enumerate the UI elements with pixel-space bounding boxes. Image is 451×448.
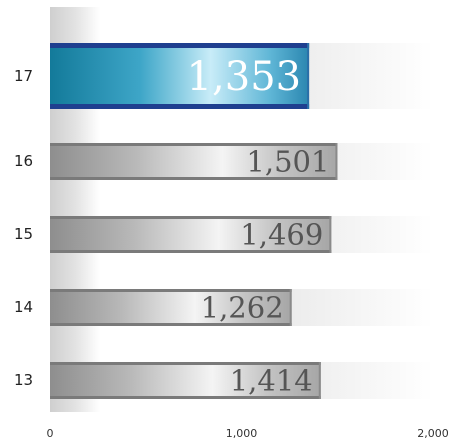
bar-edge-bottom: [50, 396, 321, 399]
x-tick-label: 0: [47, 427, 54, 440]
x-tick-label: 1,000: [226, 427, 258, 440]
bar-end-cap: [335, 143, 338, 180]
bar-end-cap: [289, 289, 292, 326]
bar-edge-bottom: [50, 250, 332, 253]
category-label: 17: [14, 67, 33, 85]
bar: [50, 216, 332, 253]
bar-edge-bottom: [50, 323, 292, 326]
bar-edge-top: [50, 143, 338, 146]
category-label: 16: [14, 152, 33, 170]
value-label: 1,469: [240, 218, 323, 252]
value-label: 1,501: [246, 145, 329, 179]
bar-highlight: [50, 43, 310, 109]
bar-edge-top: [50, 43, 310, 48]
bar: [50, 289, 292, 326]
category-label: 14: [14, 298, 33, 316]
category-label: 13: [14, 371, 33, 389]
bar-edge-bottom: [50, 104, 310, 109]
value-label: 1,262: [201, 291, 284, 325]
category-label: 15: [14, 225, 33, 243]
bar-edge-top: [50, 216, 332, 219]
value-label: 1,353: [187, 54, 302, 100]
bar-edge-top: [50, 362, 321, 365]
bar-end-cap: [307, 43, 310, 109]
x-tick-label: 2,000: [417, 427, 449, 440]
bar-edge-top: [50, 289, 292, 292]
bar-end-cap: [318, 362, 321, 399]
bar: [50, 143, 338, 180]
bar-edge-bottom: [50, 177, 338, 180]
bar-end-cap: [329, 216, 332, 253]
bar: [50, 362, 321, 399]
value-label: 1,414: [230, 364, 313, 398]
